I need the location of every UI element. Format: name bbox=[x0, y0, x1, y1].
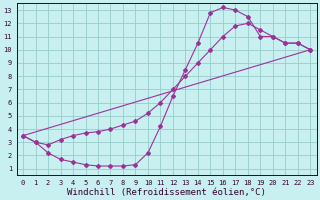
X-axis label: Windchill (Refroidissement éolien,°C): Windchill (Refroidissement éolien,°C) bbox=[67, 188, 266, 197]
